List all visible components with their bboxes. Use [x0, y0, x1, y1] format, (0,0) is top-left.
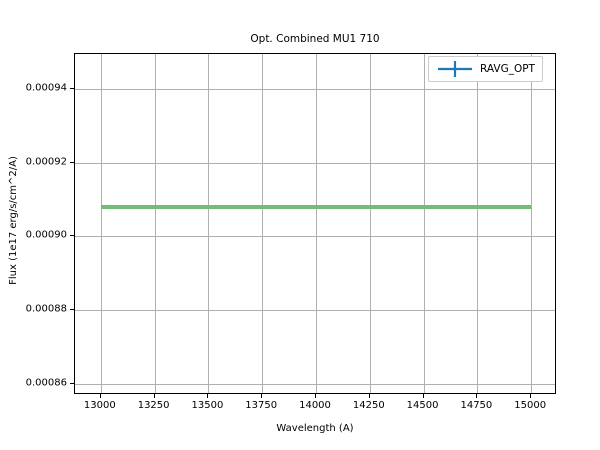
gridline-vertical [100, 54, 102, 393]
x-tick [422, 394, 424, 398]
x-tick [207, 394, 209, 398]
gridline-vertical [262, 54, 264, 393]
x-tick [315, 394, 316, 398]
x-tick [99, 394, 101, 398]
gridline-horizontal [75, 310, 555, 312]
gridline-vertical [369, 54, 371, 393]
x-tick-label: 13750 [245, 400, 278, 411]
x-tick-label: 13000 [83, 400, 116, 411]
y-tick [70, 309, 74, 311]
x-tick-label: 13500 [191, 400, 224, 411]
gridline-vertical [316, 54, 317, 393]
x-tick [368, 394, 370, 398]
x-tick [261, 394, 263, 398]
errorbar-plus-icon [436, 60, 474, 78]
x-tick [530, 394, 532, 398]
x-tick-label: 14750 [460, 400, 493, 411]
x-tick-label: 14000 [299, 400, 331, 411]
legend-entry-label-ravg-opt: RAVG_OPT [480, 63, 535, 75]
gridline-horizontal [75, 383, 555, 385]
gridline-vertical [531, 54, 533, 393]
gridline-vertical [423, 54, 425, 393]
y-tick-label: 0.00094 [25, 82, 67, 94]
gridline-vertical [208, 54, 210, 393]
y-tick-label: 0.00086 [25, 377, 67, 389]
plot-area [74, 53, 556, 394]
y-axis-label: Flux (1e17 erg/s/cm^2/A) [8, 156, 19, 285]
data-series-ravg-opt [100, 204, 532, 209]
gridline-horizontal [75, 89, 555, 91]
y-tick [70, 88, 74, 90]
gridline-horizontal [75, 162, 555, 164]
y-tick-label: 0.00088 [25, 303, 67, 315]
x-tick-label: 15000 [514, 400, 547, 411]
y-tick [70, 382, 74, 384]
x-tick-label: 14250 [352, 400, 385, 411]
chart-legend[interactable]: RAVG_OPT [428, 56, 543, 82]
y-tick-label: 0.00092 [25, 156, 67, 168]
chart-title: Opt. Combined MU1 710 [250, 33, 380, 45]
x-tick-label: 13250 [137, 400, 170, 411]
gridline-vertical [154, 54, 156, 393]
x-axis-label: Wavelength (A) [276, 423, 354, 434]
gridline-horizontal [75, 236, 555, 238]
x-tick-label: 14500 [406, 400, 439, 411]
gridline-vertical [477, 54, 479, 393]
y-tick-label: 0.00090 [25, 229, 67, 241]
y-tick [70, 235, 74, 237]
x-tick [153, 394, 155, 398]
x-tick [476, 394, 478, 398]
y-tick [70, 161, 74, 163]
